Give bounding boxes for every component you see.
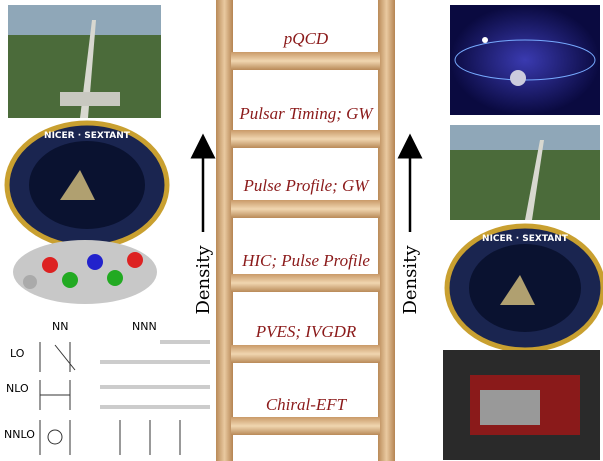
badge-text: NICER · SEXTANT [482,234,569,244]
ladder [216,0,395,461]
column-label: NN [52,320,68,333]
rung-label: Chiral-EFT [266,395,348,414]
binary-star-illustration [450,5,600,115]
rung-label: pQCD [283,29,329,48]
order-label: NNLO [4,428,35,441]
aerial-photo-right [450,125,600,220]
feynman-diagrams: NN NNN LO NLO NNLO [4,320,210,455]
rung-label: Pulsar Timing; GW [238,104,374,123]
order-label: LO [10,347,25,360]
order-label: NLO [6,382,29,395]
nucleus-simulation [13,240,157,304]
nicer-badge-left: NICER · SEXTANT [4,120,170,250]
rung-label: PVES; IVGDR [255,322,357,341]
aerial-photo-left [8,5,161,118]
badge-text: NICER · SEXTANT [44,131,131,141]
detector-illustration [443,350,600,460]
column-label: NNN [132,320,157,333]
density-label: Density [193,245,214,315]
rung-label: Pulse Profile; GW [243,176,371,195]
rung-label: HIC; Pulse Profile [241,251,370,270]
density-label: Density [400,245,421,315]
nicer-badge-right: NICER · SEXTANT [444,223,603,353]
